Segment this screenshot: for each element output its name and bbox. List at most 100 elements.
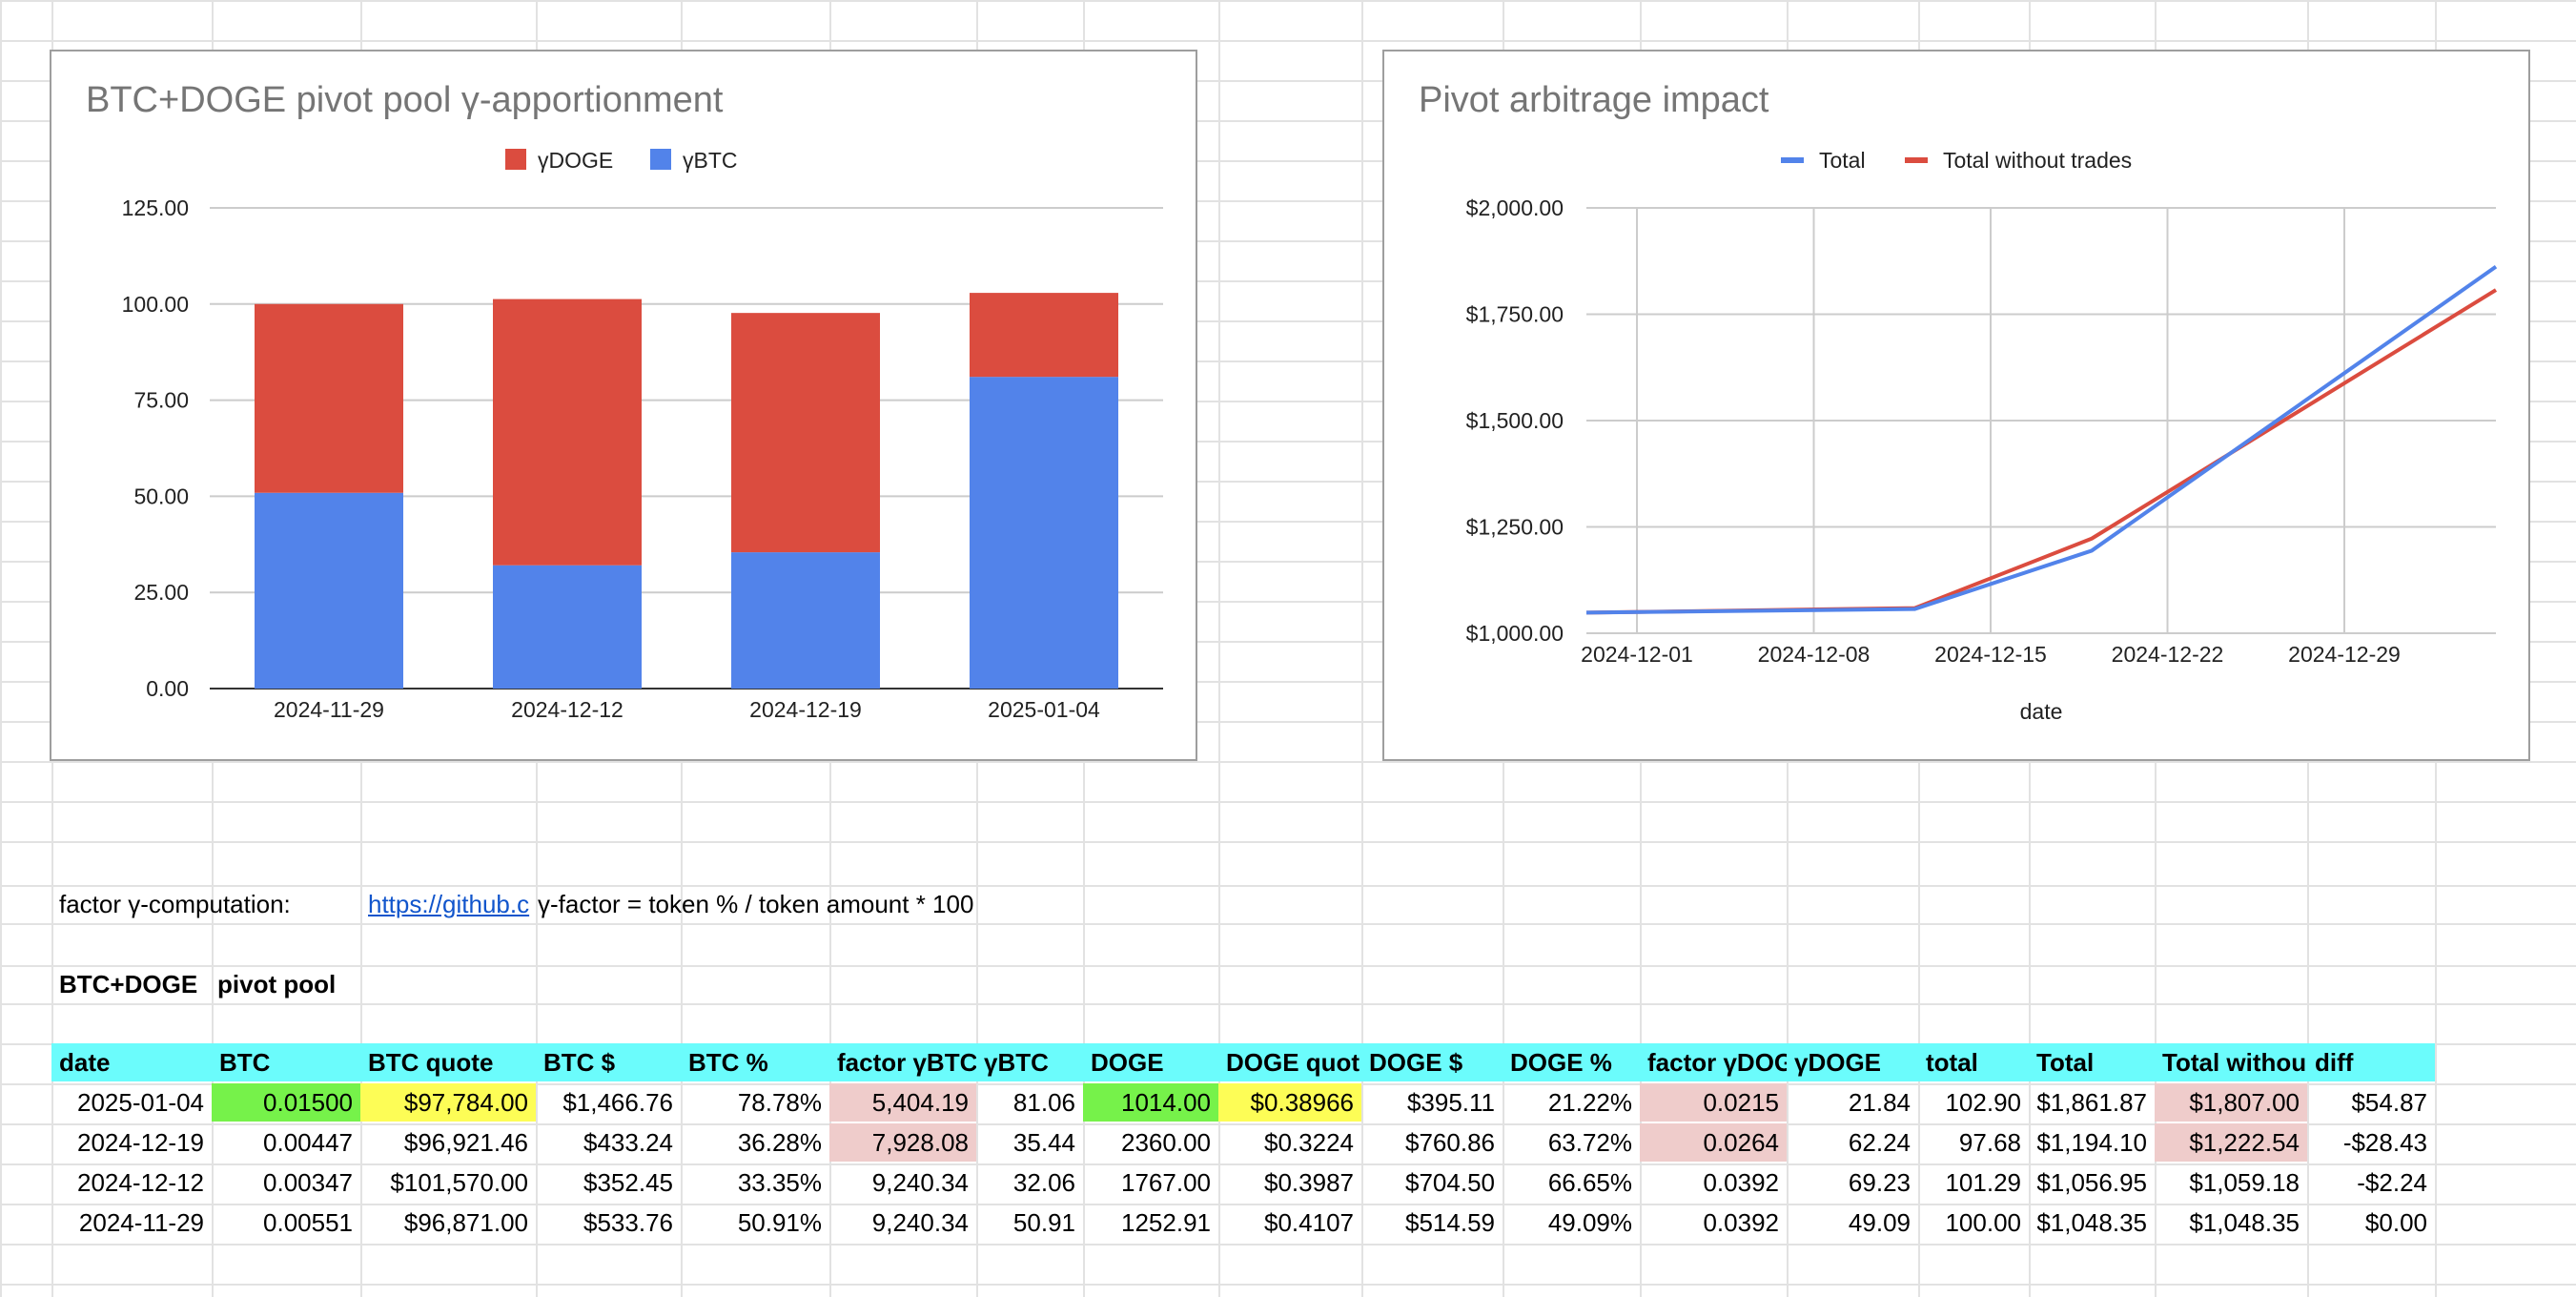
table-cell[interactable]: $395.11: [1406, 1088, 1495, 1117]
table-cell[interactable]: $433.24: [583, 1128, 673, 1157]
table-cell[interactable]: $101,570.00: [390, 1168, 528, 1197]
table-cell[interactable]: 35.44: [1012, 1128, 1075, 1157]
table-cell[interactable]: 21.22%: [1547, 1088, 1632, 1117]
table-header-cell[interactable]: factor γBTC: [829, 1043, 976, 1081]
table-cell[interactable]: 49.09: [1848, 1208, 1911, 1237]
table-cell[interactable]: $1,466.76: [562, 1088, 673, 1117]
table-cell[interactable]: 0.0392: [1703, 1168, 1779, 1197]
grid-row-line: [0, 401, 2576, 402]
table-date-cell[interactable]: 2024-12-12: [77, 1168, 204, 1197]
table-cell[interactable]: $1,222.54: [2155, 1123, 2307, 1162]
table-cell[interactable]: 33.35%: [737, 1168, 822, 1197]
table-cell[interactable]: 0.01500: [212, 1083, 360, 1122]
table-cell[interactable]: 1252.91: [1121, 1208, 1211, 1237]
table-cell[interactable]: 2360.00: [1121, 1128, 1211, 1157]
table-header-cell[interactable]: DOGE: [1083, 1043, 1218, 1081]
table-cell[interactable]: 62.24: [1848, 1128, 1911, 1157]
table-cell[interactable]: $1,861.87: [2036, 1088, 2147, 1117]
table-cell[interactable]: $97,784.00: [360, 1083, 536, 1122]
github-link-cell[interactable]: https://github.c: [368, 890, 530, 918]
table-cell[interactable]: $533.76: [583, 1208, 673, 1237]
y-tick-label: 50.00: [133, 484, 189, 508]
table-cell[interactable]: 5,404.19: [829, 1083, 976, 1122]
table-header-cell[interactable]: DOGE $: [1361, 1043, 1503, 1081]
table-date-cell[interactable]: 2024-12-19: [77, 1128, 204, 1157]
table-cell[interactable]: $0.4107: [1264, 1208, 1354, 1237]
table-cell[interactable]: $760.86: [1405, 1128, 1495, 1157]
table-cell[interactable]: 63.72%: [1547, 1128, 1632, 1157]
line-chart-panel[interactable]: Pivot arbitrage impact $1,000.00 $1,250.0…: [1382, 50, 2530, 761]
pool-sublabel-cell[interactable]: pivot pool: [217, 970, 337, 998]
table-header-cell[interactable]: BTC %: [681, 1043, 829, 1081]
table-cell[interactable]: 0.0215: [1640, 1083, 1787, 1122]
table-cell[interactable]: $96,871.00: [403, 1208, 528, 1237]
table-cell[interactable]: 50.91%: [737, 1208, 822, 1237]
table-cell[interactable]: $352.45: [583, 1168, 673, 1197]
table-cell[interactable]: 0.00347: [263, 1168, 353, 1197]
table-cell[interactable]: $0.3224: [1264, 1128, 1354, 1157]
table-cell[interactable]: 9,240.34: [871, 1208, 969, 1237]
table-cell[interactable]: 32.06: [1012, 1168, 1075, 1197]
table-header-cell[interactable]: diff: [2307, 1043, 2435, 1081]
table-cell[interactable]: $1,059.18: [2189, 1168, 2300, 1197]
table-cell[interactable]: 101.29: [1945, 1168, 2021, 1197]
table-cell[interactable]: 0.0264: [1640, 1123, 1787, 1162]
table-cell[interactable]: 7,928.08: [829, 1123, 976, 1162]
bar-chart-panel[interactable]: BTC+DOGE pivot pool γ-apportionment 0.00…: [50, 50, 1197, 761]
factor-label-cell[interactable]: factor γ-computation:: [59, 890, 291, 918]
table-cell[interactable]: 102.90: [1945, 1088, 2021, 1117]
table-header-cell[interactable]: Total withou: [2155, 1043, 2307, 1081]
table-header-cell[interactable]: factor γDOG: [1640, 1043, 1787, 1081]
table-cell[interactable]: $514.59: [1405, 1208, 1495, 1237]
series-line-total: [1585, 264, 2498, 615]
grid-row-line: [0, 1163, 2576, 1165]
table-header-cell[interactable]: date: [51, 1043, 212, 1081]
table-header-cell[interactable]: Total: [2029, 1043, 2155, 1081]
table-header-cell[interactable]: DOGE %: [1503, 1043, 1640, 1081]
x-tick-label: 2024-12-29: [2288, 642, 2401, 667]
table-cell[interactable]: 66.65%: [1547, 1168, 1632, 1197]
table-cell[interactable]: -$2.24: [2357, 1168, 2427, 1197]
table-cell[interactable]: $704.50: [1405, 1168, 1495, 1197]
table-cell[interactable]: 81.06: [1012, 1088, 1075, 1117]
table-cell[interactable]: 97.68: [1958, 1128, 2021, 1157]
table-header-cell[interactable]: BTC $: [536, 1043, 681, 1081]
table-cell[interactable]: 0.00551: [263, 1208, 353, 1237]
table-cell[interactable]: 1767.00: [1121, 1168, 1211, 1197]
table-cell[interactable]: 1014.00: [1083, 1083, 1218, 1122]
table-cell[interactable]: $1,194.10: [2036, 1128, 2147, 1157]
table-cell[interactable]: $1,048.35: [2036, 1208, 2147, 1237]
table-cell[interactable]: $96,921.46: [403, 1128, 528, 1157]
table-cell[interactable]: 36.28%: [737, 1128, 822, 1157]
table-header-cell[interactable]: BTC: [212, 1043, 360, 1081]
table-cell[interactable]: 21.84: [1848, 1088, 1911, 1117]
table-cell[interactable]: $1,048.35: [2189, 1208, 2300, 1237]
y-tick-label: $1,250.00: [1466, 515, 1564, 540]
table-cell[interactable]: 78.78%: [737, 1088, 822, 1117]
table-cell[interactable]: 100.00: [1945, 1208, 2021, 1237]
table-cell[interactable]: 9,240.34: [871, 1168, 969, 1197]
formula-cell[interactable]: γ-factor = token % / token amount * 100: [538, 890, 974, 918]
table-cell[interactable]: 0.0392: [1703, 1208, 1779, 1237]
table-header-cell[interactable]: γBTC: [976, 1043, 1083, 1081]
bar-segment-btc: [493, 565, 642, 689]
table-cell[interactable]: -$28.43: [2342, 1128, 2427, 1157]
table-header-cell[interactable]: total: [1918, 1043, 2029, 1081]
table-cell[interactable]: 0.00447: [263, 1128, 353, 1157]
table-cell[interactable]: $0.3987: [1264, 1168, 1354, 1197]
table-cell[interactable]: 69.23: [1848, 1168, 1911, 1197]
table-cell[interactable]: $1,807.00: [2155, 1083, 2307, 1122]
table-header-cell[interactable]: BTC quote: [360, 1043, 536, 1081]
table-cell[interactable]: $0.00: [2364, 1208, 2427, 1237]
table-cell[interactable]: $1,056.95: [2036, 1168, 2147, 1197]
table-header-cell[interactable]: DOGE quot: [1218, 1043, 1361, 1081]
table-date-cell[interactable]: 2025-01-04: [77, 1088, 204, 1117]
table-header-cell[interactable]: γDOGE: [1787, 1043, 1918, 1081]
table-cell[interactable]: 50.91: [1012, 1208, 1075, 1237]
table-cell[interactable]: $0.38966: [1218, 1083, 1361, 1122]
table-cell[interactable]: 49.09%: [1547, 1208, 1632, 1237]
grid-column-line: [1218, 0, 1220, 1297]
table-date-cell[interactable]: 2024-11-29: [78, 1208, 204, 1237]
pool-label-cell[interactable]: BTC+DOGE: [59, 970, 198, 998]
table-cell[interactable]: $54.87: [2351, 1088, 2427, 1117]
